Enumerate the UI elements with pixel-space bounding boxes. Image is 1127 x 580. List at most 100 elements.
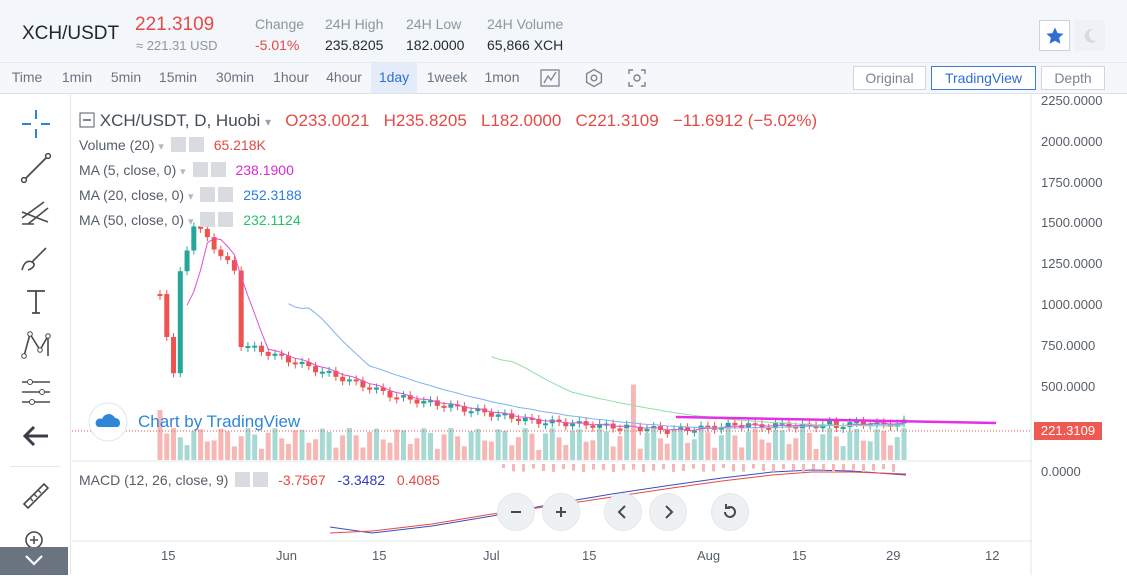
volume-bar	[549, 428, 555, 460]
indicator-settings-icon[interactable]	[200, 187, 216, 202]
timeframe-time[interactable]: Time	[11, 69, 43, 85]
timeframe-4hour[interactable]: 4hour	[326, 69, 362, 85]
indicator-remove-icon[interactable]	[188, 137, 204, 152]
candle-body	[475, 408, 481, 412]
macd-histogram-bar	[842, 464, 845, 471]
favorite-button[interactable]	[1039, 20, 1070, 51]
back-arrow-icon[interactable]	[18, 418, 54, 454]
snapshot-icon[interactable]	[627, 68, 647, 88]
price-chart[interactable]	[72, 94, 1032, 575]
timeframe-5min[interactable]: 5min	[110, 69, 142, 85]
price-axis[interactable]	[1033, 94, 1127, 542]
candle-body	[827, 421, 833, 425]
timeframe-1hour[interactable]: 1hour	[273, 69, 309, 85]
candle-body	[252, 345, 258, 348]
indicator-settings-icon[interactable]	[200, 212, 216, 227]
caret-down-icon[interactable]: ▾	[187, 216, 194, 228]
candle-body	[658, 426, 664, 430]
crosshair-icon[interactable]	[18, 106, 54, 142]
candle-body	[434, 400, 440, 406]
tradingview-watermark[interactable]: Chart by TradingView	[88, 402, 318, 442]
timeframe-1min[interactable]: 1min	[61, 69, 93, 85]
volume-bar	[779, 430, 785, 460]
timeframe-1day[interactable]: 1day	[371, 63, 417, 93]
settings-icon[interactable]	[584, 68, 604, 88]
zoom-in-button[interactable]	[543, 494, 579, 530]
collapse-toolbar-button[interactable]	[0, 547, 68, 575]
view-depth-button[interactable]: Depth	[1041, 66, 1105, 90]
candle-body	[556, 419, 562, 423]
indicator-remove-icon[interactable]	[210, 162, 226, 177]
macd-histogram-bar	[752, 464, 755, 469]
caret-down-icon[interactable]: ▾	[180, 166, 186, 178]
ruler-icon[interactable]	[18, 478, 54, 514]
collapse-legend-icon[interactable]	[79, 112, 95, 128]
caret-down-icon[interactable]: ▾	[158, 141, 164, 153]
theme-toggle-button[interactable]	[1074, 20, 1105, 51]
candle-body	[529, 417, 535, 420]
stat-24h-high: 24H High 235.8205	[325, 16, 383, 53]
volume-bar	[387, 442, 393, 460]
pitchfork-icon[interactable]	[18, 194, 54, 230]
indicator-remove-icon[interactable]	[253, 472, 269, 487]
view-original-button[interactable]: Original	[853, 66, 926, 90]
indicator-remove-icon[interactable]	[218, 187, 234, 202]
candle-body	[468, 411, 474, 414]
caret-down-icon[interactable]: ▾	[187, 191, 194, 203]
macd-histogram-bar	[742, 464, 745, 472]
volume-bar	[583, 441, 589, 460]
view-tradingview-button[interactable]: TradingView	[931, 66, 1036, 90]
candle-body	[637, 426, 643, 432]
reset-chart-button[interactable]	[712, 494, 748, 530]
volume-bar	[664, 443, 670, 460]
indicator-ma20[interactable]: MA (20, close, 0) ▾ 252.3188	[79, 187, 302, 203]
volume-bar	[570, 430, 576, 460]
macd-histogram-bar	[622, 464, 625, 471]
volume-bar	[705, 432, 711, 460]
candle-body	[272, 353, 278, 356]
candle-body	[549, 419, 555, 424]
macd-histogram-bar	[662, 464, 665, 470]
indicator-settings-icon[interactable]	[170, 137, 186, 152]
indicator-macd[interactable]: MACD (12, 26, close, 9) -3.7567 -3.3482 …	[79, 472, 440, 488]
macd-histogram-bar	[772, 464, 775, 472]
volume-bar	[698, 428, 704, 460]
volume-bar	[394, 429, 400, 460]
scroll-right-button[interactable]	[650, 494, 686, 530]
volume-bar	[428, 432, 434, 460]
x-tick: 15	[372, 548, 387, 563]
indicator-settings-icon[interactable]	[192, 162, 208, 177]
candle-body	[624, 424, 630, 429]
indicator-settings-icon[interactable]	[235, 472, 251, 487]
candle-body	[238, 270, 244, 347]
trend-line-icon[interactable]	[18, 150, 54, 186]
timeframe-30min[interactable]: 30min	[215, 69, 255, 85]
indicator-ma50[interactable]: MA (50, close, 0) ▾ 232.1124	[79, 212, 301, 228]
volume-bar	[211, 440, 217, 460]
volume-bar	[894, 437, 900, 460]
chart-type-icon[interactable]	[540, 68, 560, 88]
volume-bar	[745, 431, 751, 460]
timeframe-1week[interactable]: 1week	[426, 69, 468, 85]
volume-bar	[691, 439, 697, 460]
candle-body	[414, 399, 420, 404]
macd-histogram-bar	[522, 464, 525, 472]
volume-bar	[840, 446, 846, 460]
timeframe-1mon[interactable]: 1mon	[484, 69, 520, 85]
macd-histogram-bar	[562, 464, 565, 470]
indicator-ma5[interactable]: MA (5, close, 0) ▾ 238.1900	[79, 162, 294, 178]
candle-body	[800, 423, 806, 429]
text-icon[interactable]	[18, 284, 54, 320]
indicator-volume[interactable]: Volume (20) ▾ 65.218K	[79, 137, 266, 153]
zoom-out-button[interactable]	[498, 494, 534, 530]
timeframe-15min[interactable]: 15min	[158, 69, 198, 85]
macd-histogram-bar	[762, 464, 765, 472]
scroll-left-button[interactable]	[605, 494, 641, 530]
pattern-icon[interactable]	[18, 328, 54, 364]
brush-icon[interactable]	[18, 240, 54, 276]
indicator-remove-icon[interactable]	[218, 212, 234, 227]
volume-bar	[644, 432, 650, 460]
measure-icon[interactable]	[18, 374, 54, 410]
volume-bar	[759, 439, 765, 460]
caret-down-icon[interactable]: ▾	[265, 115, 272, 129]
